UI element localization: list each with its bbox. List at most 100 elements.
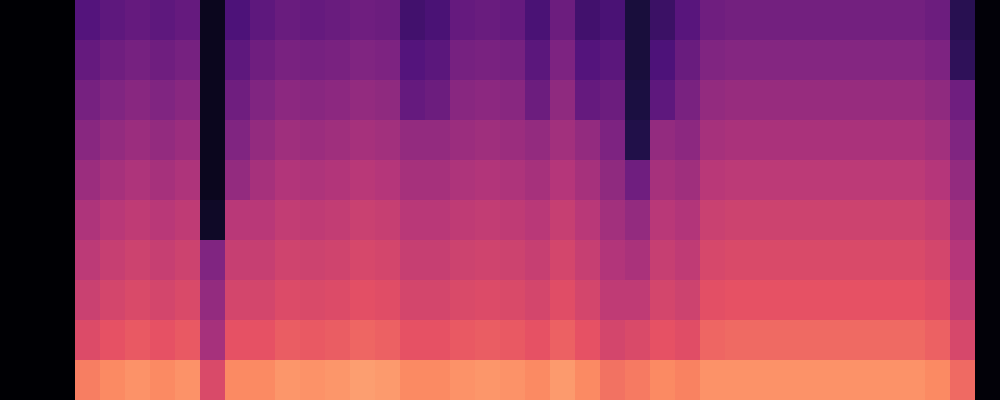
cell xyxy=(925,360,951,400)
cell xyxy=(325,120,351,161)
cell xyxy=(500,280,526,321)
cell xyxy=(375,40,401,81)
cell xyxy=(625,280,651,321)
cell xyxy=(450,0,476,41)
cell xyxy=(800,240,826,281)
cell xyxy=(900,280,926,321)
cell xyxy=(50,240,76,281)
cell xyxy=(150,120,176,161)
cell xyxy=(900,80,926,121)
cell xyxy=(25,40,51,81)
cell xyxy=(200,280,226,321)
cell xyxy=(375,200,401,241)
cell xyxy=(450,80,476,121)
cell xyxy=(975,120,1000,161)
cell xyxy=(375,160,401,201)
cell xyxy=(375,320,401,361)
cell xyxy=(400,160,426,201)
cell xyxy=(300,160,326,201)
cell xyxy=(225,80,251,121)
cell xyxy=(150,280,176,321)
cell xyxy=(200,360,226,400)
cell xyxy=(925,320,951,361)
cell xyxy=(400,80,426,121)
cell xyxy=(475,120,501,161)
cell xyxy=(550,40,576,81)
cell xyxy=(375,240,401,281)
cell xyxy=(825,240,851,281)
cell xyxy=(300,120,326,161)
cell xyxy=(0,240,26,281)
cell xyxy=(150,160,176,201)
cell xyxy=(150,360,176,400)
cell xyxy=(200,320,226,361)
cell xyxy=(325,200,351,241)
cell xyxy=(300,320,326,361)
cell xyxy=(425,240,451,281)
cell xyxy=(925,40,951,81)
cell xyxy=(175,240,201,281)
cell xyxy=(925,160,951,201)
cell xyxy=(225,360,251,400)
cell xyxy=(275,40,301,81)
cell xyxy=(825,200,851,241)
cell xyxy=(550,0,576,41)
cell xyxy=(75,80,101,121)
cell xyxy=(400,320,426,361)
cell xyxy=(950,0,976,41)
cell xyxy=(250,200,276,241)
cell xyxy=(0,40,26,81)
cell xyxy=(900,240,926,281)
cell xyxy=(900,200,926,241)
cell xyxy=(175,360,201,400)
cell xyxy=(750,0,776,41)
cell xyxy=(50,320,76,361)
cell xyxy=(300,360,326,400)
cell xyxy=(0,80,26,121)
cell xyxy=(975,40,1000,81)
cell xyxy=(175,40,201,81)
cell xyxy=(550,120,576,161)
cell xyxy=(875,360,901,400)
cell xyxy=(725,80,751,121)
cell xyxy=(500,40,526,81)
cell xyxy=(525,0,551,41)
cell xyxy=(75,280,101,321)
cell xyxy=(800,120,826,161)
cell xyxy=(650,320,676,361)
cell xyxy=(600,280,626,321)
cell xyxy=(325,360,351,400)
cell xyxy=(325,320,351,361)
cell xyxy=(225,280,251,321)
cell xyxy=(75,160,101,201)
cell xyxy=(275,360,301,400)
cell xyxy=(800,200,826,241)
cell xyxy=(875,240,901,281)
cell xyxy=(350,360,376,400)
cell xyxy=(525,320,551,361)
cell xyxy=(0,120,26,161)
cell xyxy=(575,280,601,321)
cell xyxy=(25,120,51,161)
cell xyxy=(850,120,876,161)
cell xyxy=(625,40,651,81)
cell xyxy=(850,200,876,241)
cell xyxy=(800,360,826,400)
cell xyxy=(225,320,251,361)
cell xyxy=(700,320,726,361)
cell xyxy=(775,80,801,121)
cell xyxy=(250,80,276,121)
cell xyxy=(350,320,376,361)
cell xyxy=(325,0,351,41)
cell xyxy=(950,80,976,121)
cell xyxy=(525,360,551,400)
cell xyxy=(900,120,926,161)
cell xyxy=(900,40,926,81)
cell xyxy=(375,360,401,400)
cell xyxy=(350,160,376,201)
cell xyxy=(975,360,1000,400)
cell xyxy=(625,320,651,361)
cell xyxy=(450,40,476,81)
cell xyxy=(925,80,951,121)
cell xyxy=(950,280,976,321)
